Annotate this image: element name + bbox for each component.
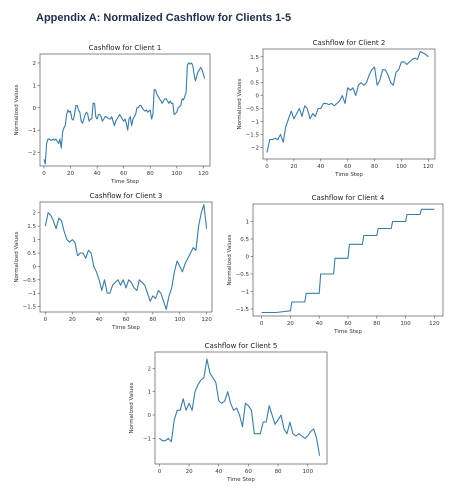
x-tick-label: 40 bbox=[215, 469, 222, 475]
x-tick-label: 100 bbox=[175, 317, 186, 323]
x-tick-label: 120 bbox=[201, 317, 212, 323]
y-axis-label: Normalized Values bbox=[129, 382, 135, 433]
y-tick-label: 0.5 bbox=[250, 81, 259, 87]
y-tick-label: 0 bbox=[256, 94, 260, 100]
y-tick-label: −1 bbox=[143, 436, 151, 442]
x-tick-label: 20 bbox=[287, 321, 294, 327]
y-tick-label: −2 bbox=[28, 151, 36, 157]
chart-title: Cashflow for Client 1 bbox=[89, 44, 162, 52]
x-tick-label: 60 bbox=[344, 164, 351, 170]
x-tick-label: 40 bbox=[94, 171, 101, 177]
x-tick-label: 0 bbox=[260, 321, 264, 327]
x-axis-label: Time Step bbox=[226, 477, 255, 483]
x-tick-label: 80 bbox=[373, 321, 380, 327]
x-tick-label: 100 bbox=[396, 164, 407, 170]
plot-frame bbox=[39, 201, 213, 313]
y-tick-label: 2 bbox=[148, 366, 152, 372]
x-tick-label: 100 bbox=[400, 321, 411, 327]
y-axis-label: Normalized Values bbox=[227, 234, 233, 285]
chart-client-1: Cashflow for Client 10 20 40 60 80 100 120−2−1… bbox=[14, 44, 211, 185]
x-tick-label: 0 bbox=[265, 164, 269, 170]
x-tick-label: 20 bbox=[290, 164, 297, 170]
y-tick-label: 2 bbox=[33, 211, 37, 217]
series-line bbox=[43, 62, 206, 165]
chart-client-4: Cashflow for Client 4 0 20 40 60 80 100 120 −1.5… bbox=[227, 194, 444, 335]
y-tick-label: 0 bbox=[33, 264, 37, 270]
x-tick-label: 120 bbox=[429, 321, 440, 327]
y-tick-label: 1 bbox=[246, 220, 250, 226]
x-tick-label: 20 bbox=[186, 469, 193, 475]
chart-title: Cashflow for Client 5 bbox=[205, 342, 278, 350]
x-tick-label: 100 bbox=[302, 469, 313, 475]
y-tick-label: −1 bbox=[28, 128, 36, 134]
y-tick-label: −0.5 bbox=[246, 107, 260, 113]
chart-client-3: Cashflow for Client 30 20 40 60 80 100 120−1.5… bbox=[14, 192, 213, 331]
y-tick-label: −1.5 bbox=[23, 305, 37, 311]
chart-title: Cashflow for Client 3 bbox=[90, 192, 163, 200]
x-axis-label: Time Step bbox=[333, 329, 362, 335]
series-line bbox=[159, 358, 321, 456]
x-tick-label: 60 bbox=[120, 171, 127, 177]
y-tick-label: −1.5 bbox=[236, 307, 250, 313]
x-axis-label: Time Step bbox=[110, 179, 139, 185]
plot-frame bbox=[262, 48, 436, 160]
x-tick-label: 20 bbox=[67, 171, 74, 177]
x-tick-label: 60 bbox=[123, 317, 130, 323]
y-axis-label: Normalized Values bbox=[14, 231, 20, 282]
x-tick-label: 80 bbox=[275, 469, 282, 475]
chart-title: Cashflow for Client 4 bbox=[312, 194, 385, 202]
y-tick-label: 2 bbox=[33, 61, 37, 67]
y-tick-label: 1 bbox=[33, 238, 37, 244]
plot-frame bbox=[39, 53, 211, 167]
y-tick-label: 1.5 bbox=[27, 224, 36, 230]
y-tick-label: −0.5 bbox=[23, 278, 37, 284]
x-axis-label: Time Step bbox=[111, 325, 140, 331]
x-tick-label: 0 bbox=[42, 171, 46, 177]
x-tick-label: 80 bbox=[147, 171, 154, 177]
y-tick-label: 0 bbox=[246, 255, 250, 261]
y-tick-label: −1.5 bbox=[246, 132, 260, 138]
chart-client-2: Cashflow for Client 2 0 20 40 60 80 100 120 −2 −1… bbox=[237, 39, 436, 178]
x-tick-label: 120 bbox=[423, 164, 434, 170]
y-axis-label: Normalized Values bbox=[14, 84, 20, 135]
x-tick-label: 100 bbox=[172, 171, 183, 177]
y-tick-label: −1 bbox=[241, 290, 249, 296]
y-tick-label: 0 bbox=[33, 106, 37, 112]
x-tick-label: 80 bbox=[149, 317, 156, 323]
y-tick-label: −1 bbox=[251, 119, 259, 125]
x-tick-label: 80 bbox=[371, 164, 378, 170]
chart-title: Cashflow for Client 2 bbox=[313, 39, 386, 47]
x-tick-label: 40 bbox=[317, 164, 324, 170]
y-tick-label: 0 bbox=[148, 413, 152, 419]
x-tick-label: 20 bbox=[69, 317, 76, 323]
chart-client-5: Cashflow for Client 5 0 20 40 60 80 100 −1 0 1 2 Ti… bbox=[129, 342, 328, 483]
x-tick-label: 60 bbox=[245, 469, 252, 475]
series-line bbox=[44, 204, 208, 310]
y-axis-label: Normalized Values bbox=[237, 78, 243, 129]
series-line bbox=[266, 51, 429, 153]
x-tick-label: 60 bbox=[345, 321, 352, 327]
y-tick-label: 1 bbox=[256, 68, 260, 74]
appendix-heading: Appendix A: Normalized Cashflow for Clie… bbox=[36, 12, 292, 24]
y-tick-label: 0.5 bbox=[240, 237, 249, 243]
x-tick-label: 120 bbox=[198, 171, 209, 177]
plot-frame bbox=[154, 351, 328, 465]
x-tick-label: 40 bbox=[316, 321, 323, 327]
y-tick-label: 0.5 bbox=[27, 251, 36, 257]
y-tick-label: −1 bbox=[28, 291, 36, 297]
y-tick-label: −0.5 bbox=[236, 272, 250, 278]
x-tick-label: 0 bbox=[44, 317, 48, 323]
x-tick-label: 40 bbox=[96, 317, 103, 323]
x-tick-label: 0 bbox=[158, 469, 162, 475]
y-tick-label: 1 bbox=[33, 83, 37, 89]
series-line bbox=[261, 208, 435, 314]
y-tick-label: 1.5 bbox=[250, 55, 259, 61]
y-tick-label: −2 bbox=[251, 145, 259, 151]
x-axis-label: Time Step bbox=[334, 172, 363, 178]
plot-frame bbox=[252, 203, 444, 317]
y-tick-label: 1 bbox=[148, 390, 152, 396]
